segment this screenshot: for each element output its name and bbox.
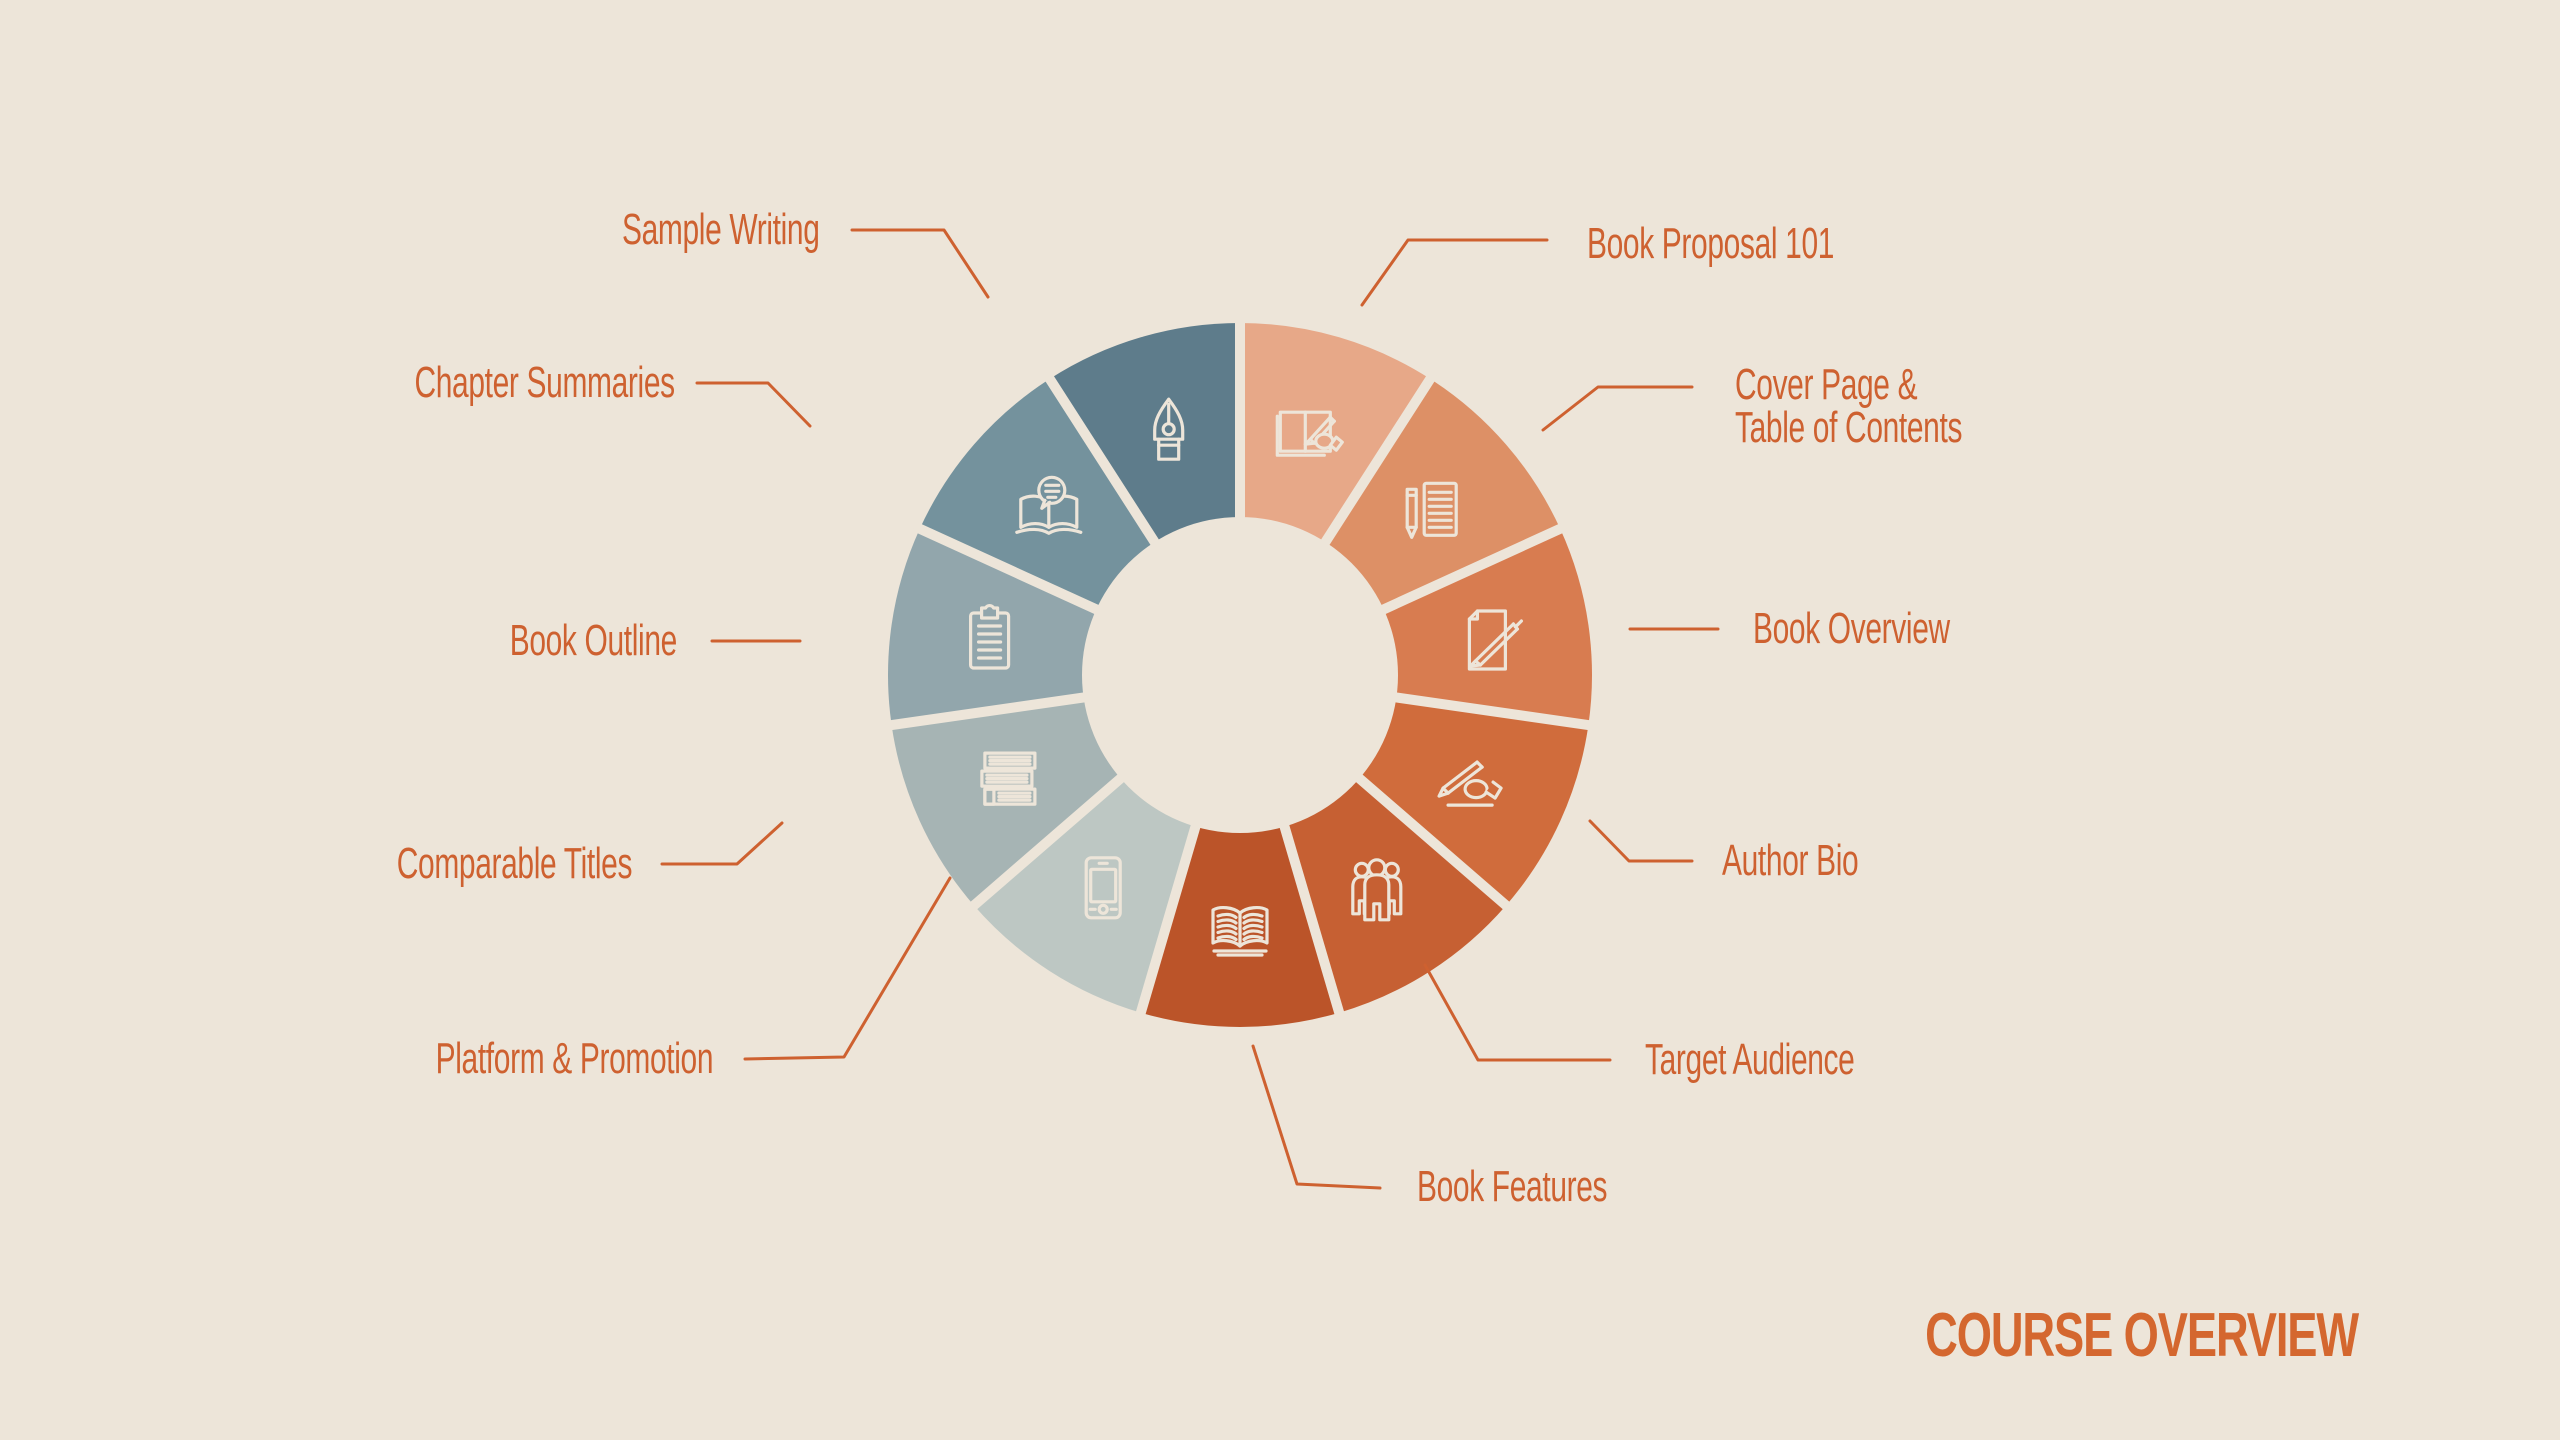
label-book-proposal-101: Book Proposal 101 (1587, 219, 1835, 268)
connector-comparable-titles (660, 821, 784, 866)
connector-platform-promotion (743, 876, 952, 1061)
clipboard-icon (968, 603, 1011, 670)
book-hand-write-icon (1275, 410, 1344, 457)
label-cover-page-toc: Cover Page & Table of Contents (1735, 360, 1963, 452)
label-book-overview: Book Overview (1753, 604, 1950, 653)
label-platform-promotion: Platform & Promotion (435, 1034, 713, 1083)
book-stack-icon (980, 751, 1037, 806)
page-pen-icon (1467, 609, 1524, 671)
open-book-icon (1211, 906, 1269, 957)
connector-cover-page-table-of-contents (1541, 385, 1694, 432)
label-book-features: Book Features (1417, 1162, 1608, 1211)
connector-chapter-summaries (695, 381, 812, 428)
connector-sample-writing (850, 228, 990, 299)
label-cover-page-toc-line2: Table of Contents (1735, 403, 1963, 452)
label-chapter-summaries: Chapter Summaries (414, 358, 676, 407)
label-book-outline: Book Outline (509, 616, 678, 665)
label-author-bio: Author Bio (1722, 836, 1859, 885)
connector-book-features (1251, 1044, 1382, 1190)
book-chat-icon (1015, 475, 1083, 535)
pen-nib-icon (1153, 397, 1185, 461)
connector-target-audience (1423, 963, 1612, 1062)
writing-hand-icon (1437, 760, 1503, 807)
label-cover-page-toc-line1: Cover Page & (1735, 360, 1918, 409)
pencil-page-icon (1405, 481, 1458, 539)
label-comparable-titles: Comparable Titles (396, 839, 633, 888)
connector-author-bio (1588, 819, 1694, 863)
label-target-audience: Target Audience (1645, 1035, 1855, 1084)
people-icon (1351, 858, 1403, 922)
course-overview-title: COURSE OVERVIEW (1925, 1301, 2359, 1370)
connector-book-proposal-101 (1360, 238, 1549, 307)
wheel-center-hole (1082, 517, 1398, 833)
smartphone-icon (1084, 856, 1122, 920)
segment-book-features (1140, 675, 1340, 1027)
label-sample-writing: Sample Writing (622, 205, 820, 254)
